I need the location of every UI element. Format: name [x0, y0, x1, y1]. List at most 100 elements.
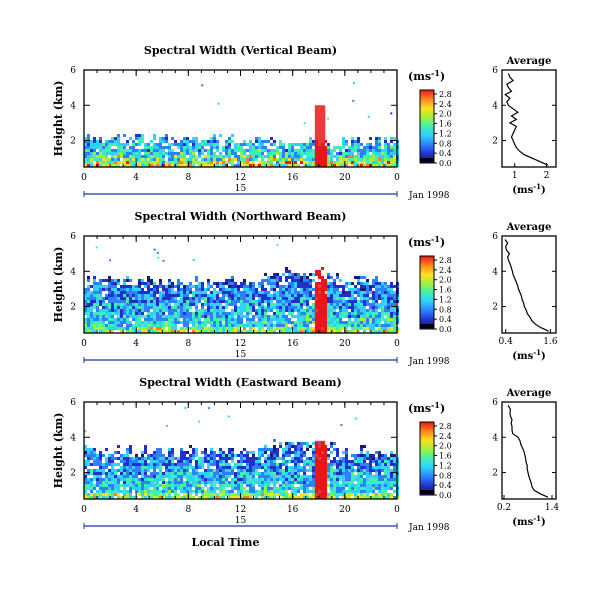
- average-x-label: (ms-1): [512, 514, 545, 528]
- y-tick-label: 4: [70, 101, 76, 111]
- colorbar-tick-label: 1.2: [439, 129, 452, 138]
- average-y-tick-label: 2: [492, 303, 498, 313]
- average-x-tick-label: 1.6: [543, 337, 558, 347]
- heatmap-cells: [84, 407, 399, 499]
- average-y-tick-label: 2: [492, 469, 498, 479]
- x-tick-label: 4: [133, 173, 139, 183]
- colorbar-tick-label: 0.0: [439, 325, 452, 334]
- x-tick-label: 0: [81, 505, 87, 515]
- colorbar-tick-label: 0.0: [439, 159, 452, 168]
- colorbar-unit: (ms-1): [408, 400, 445, 415]
- date-label: Jan 1998: [408, 357, 450, 367]
- colorbar-tick-label: 2.4: [439, 432, 452, 441]
- colorbar-tick-label: 1.6: [439, 286, 452, 295]
- average-profile-line: [507, 405, 549, 498]
- average-y-tick-label: 2: [492, 137, 498, 147]
- panel-title: Spectral Width (Eastward Beam): [139, 376, 341, 389]
- colorbar: [419, 421, 435, 496]
- average-frame: [501, 401, 557, 500]
- colorbar-tick-label: 0.8: [439, 139, 452, 148]
- average-y-tick-label: 4: [492, 101, 498, 111]
- x-tick-label: 4: [133, 505, 139, 515]
- average-y-tick-label: 4: [492, 267, 498, 277]
- average-profile-line: [504, 73, 549, 166]
- average-y-tick-label: 6: [492, 398, 498, 408]
- average-y-tick-label: 6: [492, 232, 498, 242]
- colorbar-tick-label: 0.8: [439, 305, 452, 314]
- colorbar-tick-label: 2.8: [439, 422, 452, 431]
- colorbar-tick-label: 2.8: [439, 90, 452, 99]
- colorbar-tick-label: 2.8: [439, 256, 452, 265]
- x-tick-label: 12: [235, 339, 246, 349]
- date-label: Jan 1998: [408, 523, 450, 533]
- average-title: Average: [506, 222, 552, 233]
- y-tick-label: 6: [70, 66, 76, 76]
- colorbar: [419, 89, 435, 164]
- panel-title: Spectral Width (Vertical Beam): [144, 44, 337, 57]
- average-x-label: (ms-1): [512, 182, 545, 196]
- x-tick-label: 12: [235, 505, 246, 515]
- colorbar-tick-label: 0.4: [439, 149, 452, 158]
- x-tick-label: 20: [339, 339, 351, 349]
- x-tick-label: 0: [81, 173, 87, 183]
- panel-1: Spectral Width (Vertical Beam)0 4 8 12 16 20 0…: [52, 44, 557, 201]
- colorbar-unit: (ms-1): [408, 68, 445, 83]
- panel-2: Spectral Width (Northward Beam)0 4 8 12 16 20…: [52, 210, 558, 367]
- date-tick: 15: [235, 516, 247, 526]
- average-frame: [501, 235, 557, 334]
- y-axis-label: Height (km): [52, 247, 65, 323]
- x-tick-label: 8: [185, 505, 191, 515]
- heatmap-cells: [84, 82, 399, 167]
- x-tick-label: 8: [185, 339, 191, 349]
- strong-echo-column: [314, 285, 326, 333]
- y-tick-label: 4: [70, 433, 76, 443]
- x-tick-label: 20: [339, 173, 351, 183]
- average-title: Average: [506, 388, 552, 399]
- average-x-tick-label: 1.4: [545, 503, 560, 513]
- colorbar-tick-label: 2.4: [439, 266, 452, 275]
- y-tick-label: 6: [70, 232, 76, 242]
- x-tick-label: 0: [394, 173, 400, 183]
- average-x-tick-label: 0.4: [499, 337, 514, 347]
- colorbar-tick-label: 0.4: [439, 315, 452, 324]
- average-x-tick-label: 2: [544, 171, 550, 181]
- strong-echo-column: [314, 105, 326, 167]
- y-axis-label: Height (km): [52, 413, 65, 489]
- x-tick-label: 8: [185, 173, 191, 183]
- average-x-tick-label: 1: [512, 171, 518, 181]
- average-y-tick-label: 4: [492, 433, 498, 443]
- average-x-tick-label: 0.2: [497, 503, 511, 513]
- colorbar-tick-label: 0.4: [439, 481, 452, 490]
- y-tick-label: 2: [70, 137, 76, 147]
- strong-echo-column: [314, 440, 326, 499]
- average-frame: [501, 69, 557, 168]
- heatmap-cells: [84, 243, 399, 333]
- y-tick-label: 4: [70, 267, 76, 277]
- average-title: Average: [506, 56, 552, 67]
- colorbar-tick-label: 2.4: [439, 100, 452, 109]
- colorbar-tick-label: 1.2: [439, 295, 452, 304]
- x-tick-label: 20: [339, 505, 351, 515]
- x-tick-label: 16: [287, 173, 299, 183]
- y-tick-label: 2: [70, 303, 76, 313]
- colorbar-tick-label: 2.0: [439, 276, 452, 285]
- colorbar: [419, 255, 435, 330]
- average-x-label: (ms-1): [512, 348, 545, 362]
- x-tick-label: 0: [394, 339, 400, 349]
- x-tick-label: 0: [394, 505, 400, 515]
- colorbar-tick-label: 1.6: [439, 452, 452, 461]
- date-tick: 15: [235, 350, 247, 360]
- x-tick-label: 16: [287, 505, 299, 515]
- colorbar-tick-label: 1.2: [439, 461, 452, 470]
- date-label: Jan 1998: [408, 191, 450, 201]
- colorbar-tick-label: 2.0: [439, 442, 452, 451]
- colorbar-tick-label: 0.8: [439, 471, 452, 480]
- colorbar-tick-label: 2.0: [439, 110, 452, 119]
- y-axis-label: Height (km): [52, 81, 65, 157]
- x-tick-label: 16: [287, 339, 299, 349]
- y-tick-label: 2: [70, 469, 76, 479]
- x-axis-label: Local Time: [192, 536, 260, 549]
- panel-3: Spectral Width (Eastward Beam)0 4 8 12 16 20 0…: [52, 376, 559, 549]
- x-tick-label: 12: [235, 173, 246, 183]
